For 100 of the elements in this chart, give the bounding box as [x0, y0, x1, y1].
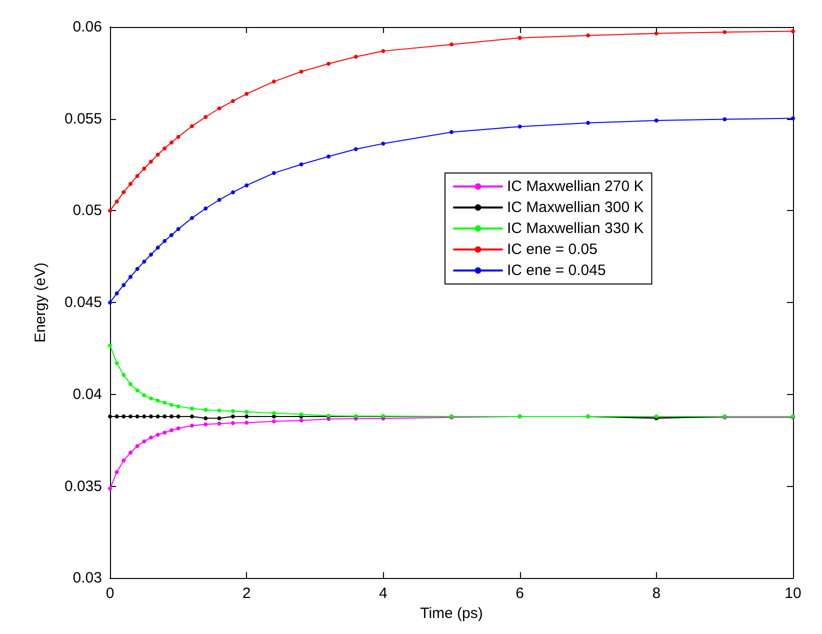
point: [169, 428, 174, 432]
point: [162, 414, 167, 418]
point: [142, 260, 146, 264]
point: [169, 233, 174, 238]
y-tick-label: 0.05: [72, 202, 102, 220]
point: [122, 458, 126, 463]
point: [148, 160, 153, 164]
point: [156, 398, 160, 403]
point: [162, 400, 167, 405]
point: [217, 422, 222, 426]
point: [272, 171, 276, 176]
point: [381, 142, 386, 146]
point: [122, 190, 126, 194]
point: [190, 406, 194, 411]
point: [722, 30, 727, 34]
point: [217, 408, 222, 413]
point: [217, 198, 222, 202]
point: [299, 418, 304, 422]
legend-label: IC Maxwellian 270 K: [507, 178, 644, 195]
point: [230, 421, 235, 426]
point: [156, 246, 160, 250]
point: [108, 300, 112, 305]
point: [722, 117, 727, 122]
point: [114, 200, 119, 204]
point: [190, 424, 194, 428]
point: [272, 411, 276, 416]
point: [204, 422, 208, 426]
legend-label: IC Maxwellian 330 K: [507, 220, 644, 237]
point: [354, 147, 358, 152]
point: [169, 140, 174, 145]
point: [128, 274, 132, 279]
point: [518, 124, 522, 129]
point: [122, 283, 126, 288]
point: [204, 206, 208, 210]
point: [190, 216, 194, 220]
x-tick-label: 4: [379, 585, 388, 602]
y-tick-label: 0.045: [64, 294, 102, 312]
point: [142, 166, 146, 171]
point: [299, 162, 304, 166]
y-tick-label: 0.035: [64, 478, 102, 495]
point: [114, 291, 119, 296]
point: [354, 54, 358, 59]
point: [156, 432, 160, 437]
point: [244, 410, 249, 414]
point: [135, 174, 140, 178]
point: [122, 414, 126, 418]
x-tick-label: 8: [652, 585, 661, 602]
point: [122, 372, 126, 377]
point: [518, 36, 522, 40]
point: [326, 154, 331, 159]
point: [128, 414, 132, 418]
point: [135, 388, 140, 392]
point: [142, 439, 146, 444]
point: [114, 361, 119, 366]
point: [128, 450, 132, 455]
y-tick-label: 0.03: [72, 570, 102, 587]
point: [162, 146, 167, 150]
point: [148, 396, 153, 400]
x-axis-title: Time (ps): [420, 605, 483, 622]
point: [128, 182, 132, 186]
y-axis-title: Energy (eV): [32, 262, 49, 343]
point: [450, 42, 454, 46]
point: [114, 414, 119, 418]
point: [176, 227, 180, 232]
point: [299, 70, 304, 74]
point: [791, 116, 795, 120]
point: [791, 29, 795, 34]
point: [244, 183, 249, 188]
point: [162, 239, 167, 244]
point: [204, 416, 208, 420]
point: [586, 120, 590, 125]
legend-label: IC Maxwellian 300 K: [507, 199, 644, 216]
point: [176, 404, 180, 408]
point: [230, 414, 235, 418]
point: [135, 266, 140, 271]
point: [586, 33, 590, 38]
point: [244, 414, 249, 418]
point: [230, 409, 235, 414]
point: [156, 414, 160, 418]
point: [272, 414, 276, 418]
legend-label: IC ene = 0.05: [507, 241, 598, 258]
point: [169, 402, 174, 407]
point: [272, 80, 276, 84]
point: [217, 106, 222, 110]
x-tick-label: 10: [784, 585, 802, 602]
point: [176, 426, 180, 430]
point: [654, 118, 658, 122]
point: [244, 92, 249, 96]
point: [204, 115, 208, 120]
point: [108, 343, 112, 348]
x-tick-label: 2: [242, 585, 251, 602]
point: [148, 414, 153, 418]
point: [217, 416, 222, 420]
x-tick-label: 6: [516, 585, 524, 602]
point: [108, 486, 112, 491]
point: [450, 130, 454, 134]
point: [148, 436, 153, 440]
point: [135, 444, 140, 448]
point: [244, 420, 249, 425]
point: [108, 208, 112, 213]
